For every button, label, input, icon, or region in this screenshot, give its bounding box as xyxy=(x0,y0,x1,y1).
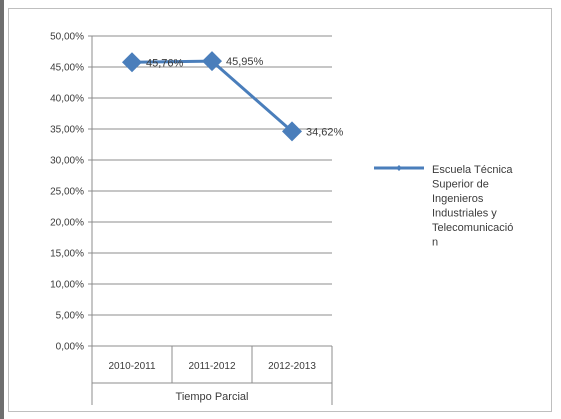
y-tick-label: 25,00% xyxy=(50,187,84,198)
x-group-label: Tiempo Parcial xyxy=(176,391,249,403)
series-line xyxy=(132,61,292,131)
y-tick-label: 35,00% xyxy=(50,125,84,136)
gridlines xyxy=(92,36,332,315)
legend-entry-line: Telecomunicació xyxy=(432,222,513,234)
x-category-label: 2012-2013 xyxy=(268,361,316,372)
x-category-label: 2010-2011 xyxy=(108,361,156,372)
legend-entry: Escuela Técnica Superior de Ingenieros Indu… xyxy=(432,164,513,249)
y-tick-label: 20,00% xyxy=(50,218,84,229)
legend-entry-line: Superior de xyxy=(432,179,489,191)
legend: Escuela Técnica Superior de Ingenieros Indu… xyxy=(374,164,513,249)
y-tick-label: 15,00% xyxy=(50,249,84,260)
y-tick-label: 30,00% xyxy=(50,156,84,167)
y-tick-label: 10,00% xyxy=(50,280,84,291)
data-labels: 45,76% 45,95% 34,62% xyxy=(146,56,344,138)
legend-entry-line: n xyxy=(432,237,438,249)
legend-entry-line: Ingenieros xyxy=(432,193,484,205)
y-tick-label: 40,00% xyxy=(50,94,84,105)
data-point-marker xyxy=(122,52,142,72)
legend-entry-line: Escuela Técnica xyxy=(432,164,513,176)
x-category-label: 2011-2012 xyxy=(188,361,236,372)
y-tick-label: 50,00% xyxy=(50,32,84,43)
legend-marker-sample xyxy=(396,165,402,171)
data-label: 45,76% xyxy=(146,57,184,69)
y-tick-label: 5,00% xyxy=(56,311,84,322)
y-axis-tick-labels: 0,00% 5,00% 10,00% 15,00% 20,00% 25,00% 30,00%… xyxy=(50,32,84,353)
y-tick-label: 45,00% xyxy=(50,63,84,74)
x-axis-category-table: 2010-2011 2011-2012 2012-2013 Tiempo Parcia… xyxy=(92,346,332,405)
data-label: 45,95% xyxy=(226,56,264,68)
legend-entry-line: Industriales y xyxy=(432,208,497,220)
y-tick-label: 0,00% xyxy=(56,342,84,353)
data-label: 34,62% xyxy=(306,126,344,138)
